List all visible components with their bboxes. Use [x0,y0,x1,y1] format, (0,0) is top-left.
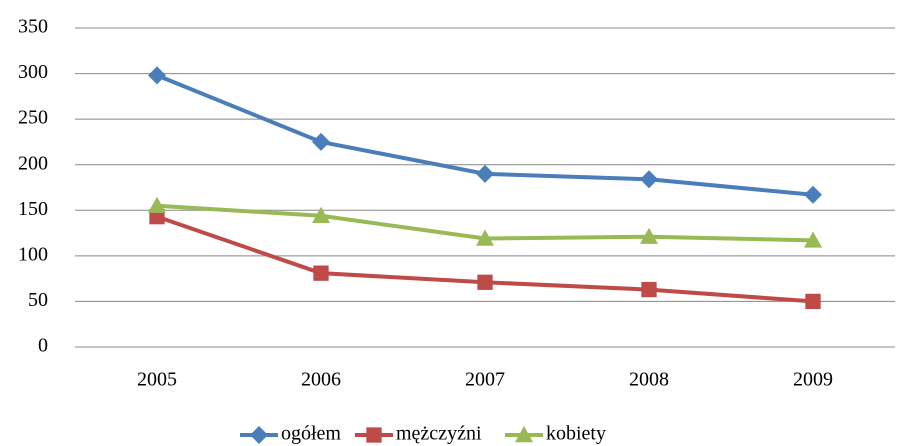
x-tick-label: 2008 [629,369,669,391]
marker [312,132,330,151]
legend-label: mężczyźni [396,423,482,445]
y-tick-label: 350 [18,16,48,38]
marker [640,170,658,189]
x-tick-label: 2009 [793,369,833,391]
legend-marker [366,427,382,443]
y-tick-label: 50 [28,289,48,311]
y-tick-label: 0 [38,335,48,357]
y-tick-label: 300 [18,61,48,83]
marker [148,196,166,213]
y-tick-label: 150 [18,198,48,220]
legend-label: ogółem [281,423,341,445]
marker [476,164,494,183]
marker [312,206,330,223]
marker [804,231,822,248]
marker [476,229,494,246]
x-tick-label: 2006 [301,369,341,391]
x-tick-label: 2007 [465,369,505,391]
marker [641,281,657,298]
legend-marker [250,426,268,444]
marker [640,227,658,244]
x-tick-label: 2005 [137,369,177,391]
y-tick-label: 250 [18,107,48,129]
y-tick-label: 200 [18,152,48,174]
marker [148,66,166,85]
marker [805,293,821,310]
legend-label: kobiety [546,423,606,445]
y-tick-label: 100 [18,243,48,265]
marker [313,265,329,281]
marker [477,274,493,290]
legend-marker [515,426,533,443]
marker [804,185,822,204]
